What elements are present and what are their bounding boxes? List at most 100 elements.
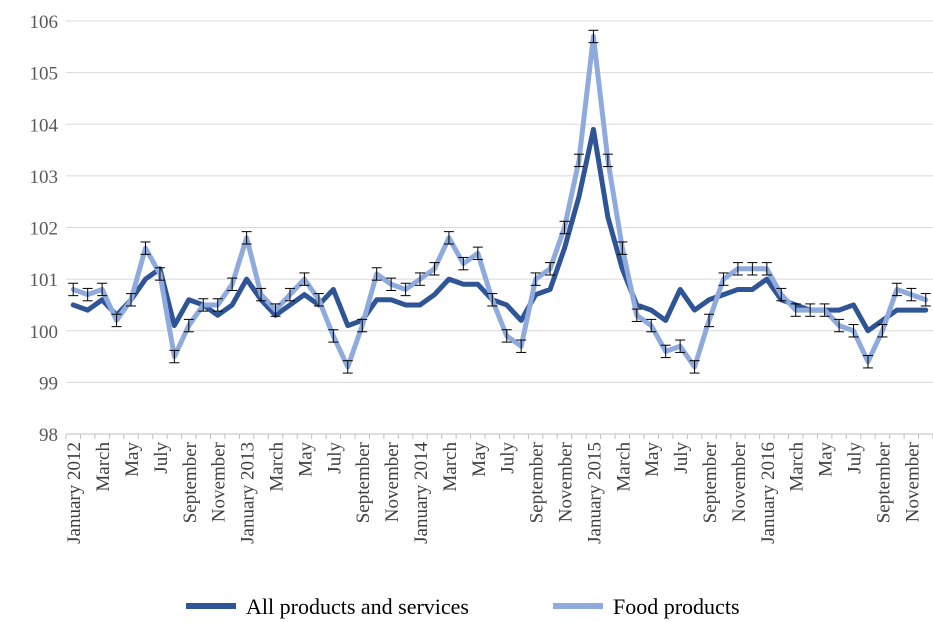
x-tick-label: January 2016 — [758, 442, 779, 544]
series-lines — [70, 33, 929, 370]
error-bar — [819, 303, 830, 317]
error-bar — [545, 262, 556, 276]
y-tick-label: 101 — [30, 270, 59, 291]
x-tick-label: November — [382, 441, 403, 522]
error-bar — [718, 272, 729, 286]
series-line-1 — [70, 33, 929, 370]
error-bar — [256, 287, 267, 302]
x-tick-label: November — [209, 441, 230, 522]
error-bar — [675, 339, 686, 353]
x-axis-tick-labels: January 2012 March May July September Novembe… — [64, 441, 923, 544]
x-tick-label: September — [700, 441, 721, 523]
error-bar — [154, 267, 165, 281]
x-tick-label: May — [642, 442, 663, 477]
x-tick-label: March — [267, 442, 288, 492]
error-bar — [646, 318, 657, 333]
y-tick-label: 98 — [39, 425, 58, 446]
error-bar — [631, 308, 642, 322]
error-bar — [400, 282, 411, 297]
x-tick-label: November — [556, 441, 577, 522]
error-bar — [371, 267, 382, 281]
x-tick-label: January 2013 — [238, 442, 259, 544]
error-bar — [169, 349, 180, 364]
legend-label-food-products: Food products — [613, 594, 740, 619]
x-tick-label: May — [469, 442, 490, 477]
y-tick-label: 102 — [30, 219, 59, 240]
x-tick-label: September — [527, 441, 548, 523]
x-tick-label: May — [295, 442, 316, 477]
x-tick-label: September — [353, 441, 374, 523]
error-bar — [660, 344, 671, 359]
error-bar — [559, 220, 570, 235]
x-tick-label: March — [440, 442, 461, 492]
error-bar — [834, 318, 845, 333]
x-tick-label: March — [613, 442, 634, 492]
legend: All products and services Food products — [186, 594, 740, 619]
error-bar — [805, 303, 816, 317]
error-bar — [342, 360, 353, 374]
x-tick-label: January 2012 — [64, 442, 85, 544]
error-bar — [284, 287, 295, 302]
error-bar — [198, 298, 209, 312]
error-bar — [732, 262, 743, 276]
x-tick-label: November — [729, 441, 750, 522]
error-bar — [126, 293, 137, 307]
x-tick-label: May — [816, 442, 837, 477]
error-bar — [501, 329, 512, 343]
error-bar — [761, 262, 772, 276]
error-bar — [920, 293, 931, 307]
x-tick-label: September — [873, 441, 894, 523]
x-tick-label: July — [498, 442, 519, 474]
error-bar — [617, 241, 628, 255]
error-bar — [443, 231, 454, 245]
y-tick-label: 104 — [30, 115, 59, 136]
x-tick-label: November — [902, 441, 923, 522]
x-tick-label: March — [787, 442, 808, 492]
error-bar — [862, 355, 873, 369]
error-bar — [689, 360, 700, 374]
x-tick-label: March — [93, 442, 114, 492]
error-bar — [313, 293, 324, 307]
y-axis-tick-labels: 98 99 100 101 102 103 104 105 106 — [30, 12, 59, 446]
error-bar — [458, 256, 469, 271]
error-bar — [516, 339, 527, 353]
error-bar — [270, 303, 281, 317]
x-tick-label: January 2014 — [411, 442, 432, 544]
x-tick-label: July — [324, 442, 345, 474]
error-bar — [140, 241, 151, 255]
error-bar — [487, 293, 498, 307]
error-bar — [704, 313, 715, 328]
error-bar — [299, 272, 310, 286]
error-bar — [747, 262, 758, 276]
error-bar — [877, 324, 888, 338]
error-bar — [848, 324, 859, 338]
error-bar — [891, 282, 902, 297]
error-bar — [602, 153, 613, 168]
y-tick-label: 100 — [30, 322, 59, 343]
error-bar — [415, 272, 426, 286]
error-bar — [68, 282, 79, 297]
error-bar — [429, 262, 440, 276]
error-bar — [111, 313, 122, 328]
error-bar — [97, 282, 108, 297]
error-bar — [82, 287, 93, 302]
error-bars — [68, 29, 931, 374]
error-bar — [776, 287, 787, 302]
y-tick-label: 106 — [30, 12, 59, 33]
y-tick-label: 105 — [30, 64, 59, 85]
error-bar — [530, 272, 541, 286]
error-bar — [227, 277, 238, 291]
error-bar — [790, 303, 801, 317]
error-bar — [183, 318, 194, 333]
error-bar — [386, 277, 397, 291]
y-tick-label: 103 — [30, 167, 59, 188]
error-bar — [588, 29, 599, 44]
x-tick-label: September — [180, 441, 201, 523]
error-bar — [241, 231, 252, 245]
legend-label-all-products: All products and services — [246, 594, 469, 619]
error-bar — [212, 298, 223, 312]
x-tick-label: July — [671, 442, 692, 474]
y-tick-label: 99 — [39, 373, 58, 394]
